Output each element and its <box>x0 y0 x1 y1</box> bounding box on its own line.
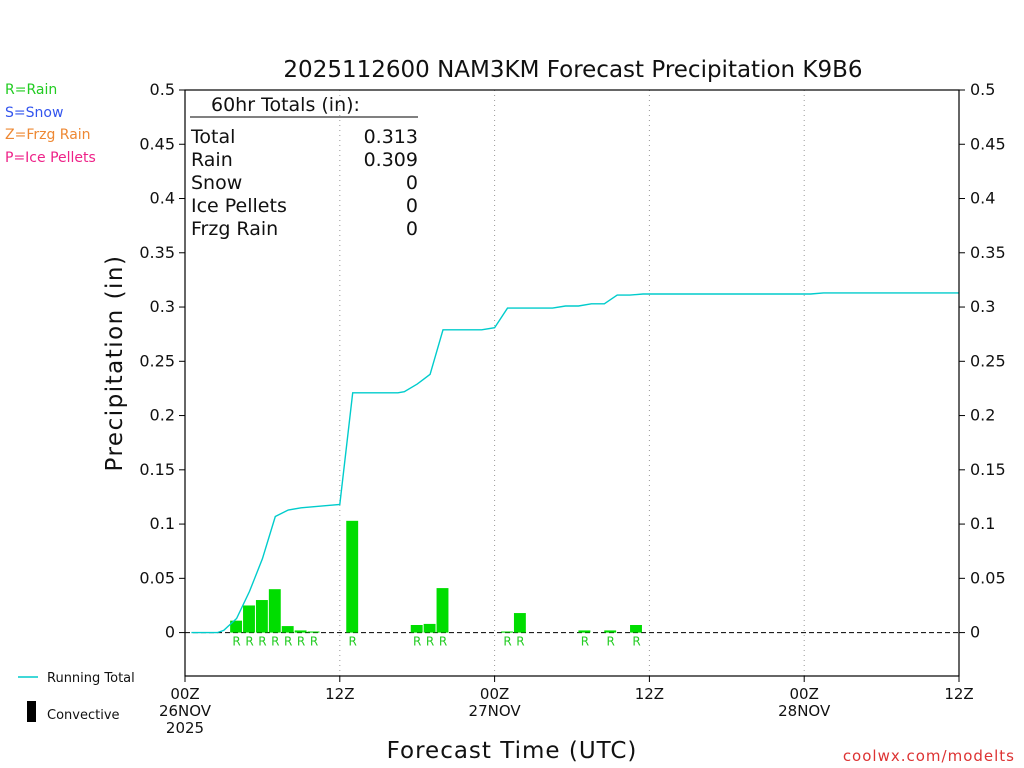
ptype-legend-item: S=Snow <box>5 104 64 121</box>
totals-row-value: 0.313 <box>364 126 418 148</box>
precip-bar <box>436 588 449 633</box>
ptype-label: R <box>245 635 253 649</box>
y-tick-label: 0 <box>165 623 175 642</box>
y-tick-label: 0.35 <box>970 243 1006 262</box>
precip-bar <box>630 624 642 633</box>
y-tick-label: 0.15 <box>139 460 175 479</box>
totals-box: 60hr Totals (in): Total 0.313 Rain 0.309 Sno… <box>190 94 418 240</box>
y-tick-label: 0.4 <box>970 189 995 208</box>
ptype-label: R <box>632 635 640 649</box>
totals-row-label: Snow <box>191 172 242 194</box>
precip-bar <box>410 624 423 633</box>
watermark: coolwx.com/modelts <box>843 747 1015 765</box>
y-tick-label: 0.25 <box>970 351 1006 370</box>
y-tick-label: 0.3 <box>150 297 175 316</box>
precip-bar <box>423 623 436 633</box>
chart-title: 2025112600 NAM3KM Forecast Precipitation… <box>283 57 862 83</box>
ptype-label: R <box>258 635 266 649</box>
totals-row-label: Total <box>190 126 235 148</box>
ptype-legend-item: Z=Frzg Rain <box>5 127 91 143</box>
x-axis-label: Forecast Time (UTC) <box>387 738 638 764</box>
convective-legend-label: Convective <box>47 708 120 723</box>
ptype-label: R <box>516 635 524 649</box>
plot-frame <box>184 89 960 677</box>
precip-bar <box>243 605 255 633</box>
x-tick-label: 26NOV <box>159 702 212 720</box>
y-axis-label: Precipitation (in) <box>102 255 128 472</box>
running-total-legend-label: Running Total <box>47 671 135 686</box>
precip-bar <box>604 630 617 633</box>
ptype-label: R <box>439 635 447 649</box>
precip-bar <box>501 631 513 633</box>
ptype-label: R <box>607 635 615 649</box>
totals-rows: Total 0.313 Rain 0.309 Snow 0 Ice Pellets 0 Frzg… <box>190 126 418 240</box>
ptype-label: R <box>232 635 240 649</box>
totals-row-value: 0 <box>406 218 418 240</box>
totals-row-value: 0 <box>406 172 418 194</box>
y-tick-label: 0.4 <box>150 189 175 208</box>
precip-bar <box>578 630 591 633</box>
y-axis-left: 0 0.05 0.1 0.15 0.2 0.25 0.3 0.35 0.4 0.45 0.5 <box>139 80 185 642</box>
y-tick-label: 0.25 <box>139 351 175 370</box>
x-tick-label: 27NOV <box>469 702 522 720</box>
ptype-label: R <box>297 635 305 649</box>
y-tick-label: 0.2 <box>970 406 995 425</box>
x-tick-label: 00Z <box>480 685 509 703</box>
ptype-label: R <box>271 635 279 649</box>
y-tick-label: 0.05 <box>139 568 175 587</box>
y-tick-label: 0.3 <box>970 297 995 316</box>
x-tick-label: 00Z <box>790 685 819 703</box>
precip-bar <box>230 620 243 633</box>
x-tick-label: 12Z <box>325 685 354 703</box>
totals-row-value: 0.309 <box>364 149 418 171</box>
x-tick-label: 28NOV <box>778 702 831 720</box>
running-total-line <box>191 292 959 634</box>
precip-bar <box>513 613 526 633</box>
totals-row-label: Frzg Rain <box>191 218 278 240</box>
y-tick-label: 0.5 <box>150 80 175 99</box>
y-tick-label: 0.45 <box>139 134 175 153</box>
y-tick-label: 0.35 <box>139 243 175 262</box>
ptype-label: R <box>413 635 421 649</box>
totals-heading: 60hr Totals (in): <box>211 94 360 116</box>
ptype-label: R <box>284 635 292 649</box>
y-tick-label: 0.2 <box>150 406 175 425</box>
x-tick-label: 2025 <box>166 719 204 737</box>
y-tick-label: 0.45 <box>970 134 1006 153</box>
x-tick-label: 12Z <box>944 685 973 703</box>
precip-bar <box>281 626 294 633</box>
series-legend: Running Total Convective <box>18 671 135 723</box>
totals-row-value: 0 <box>406 195 418 217</box>
y-tick-label: 0 <box>970 623 980 642</box>
y-axis-right: 0 0.05 0.1 0.15 0.2 0.25 0.3 0.35 0.4 0.45 0.5 <box>959 80 1006 642</box>
ptype-label: R <box>349 635 357 649</box>
ptype-label: R <box>426 635 434 649</box>
x-tick-label: 00Z <box>170 685 199 703</box>
y-tick-label: 0.5 <box>970 80 995 99</box>
precip-bar <box>294 630 307 633</box>
ptype-label: R <box>310 635 318 649</box>
y-tick-label: 0.1 <box>150 514 175 533</box>
y-tick-label: 0.1 <box>970 514 995 533</box>
ptype-label: R <box>581 635 589 649</box>
y-tick-label: 0.15 <box>970 460 1006 479</box>
precip-bar <box>307 631 320 633</box>
precip-bar <box>268 589 281 633</box>
totals-row-label: Ice Pellets <box>191 195 287 217</box>
ptype-label: R <box>503 635 511 649</box>
ptype-legend-item: P=Ice Pellets <box>5 149 96 166</box>
hourly-precip-bars <box>230 520 642 633</box>
convective-swatch <box>27 701 36 722</box>
ptype-legend-item: R=Rain <box>5 82 58 98</box>
y-tick-label: 0.05 <box>970 568 1006 587</box>
precip-bar <box>346 520 359 633</box>
x-tick-label: 12Z <box>635 685 664 703</box>
totals-row-label: Rain <box>191 149 233 171</box>
precip-bar <box>255 600 268 633</box>
